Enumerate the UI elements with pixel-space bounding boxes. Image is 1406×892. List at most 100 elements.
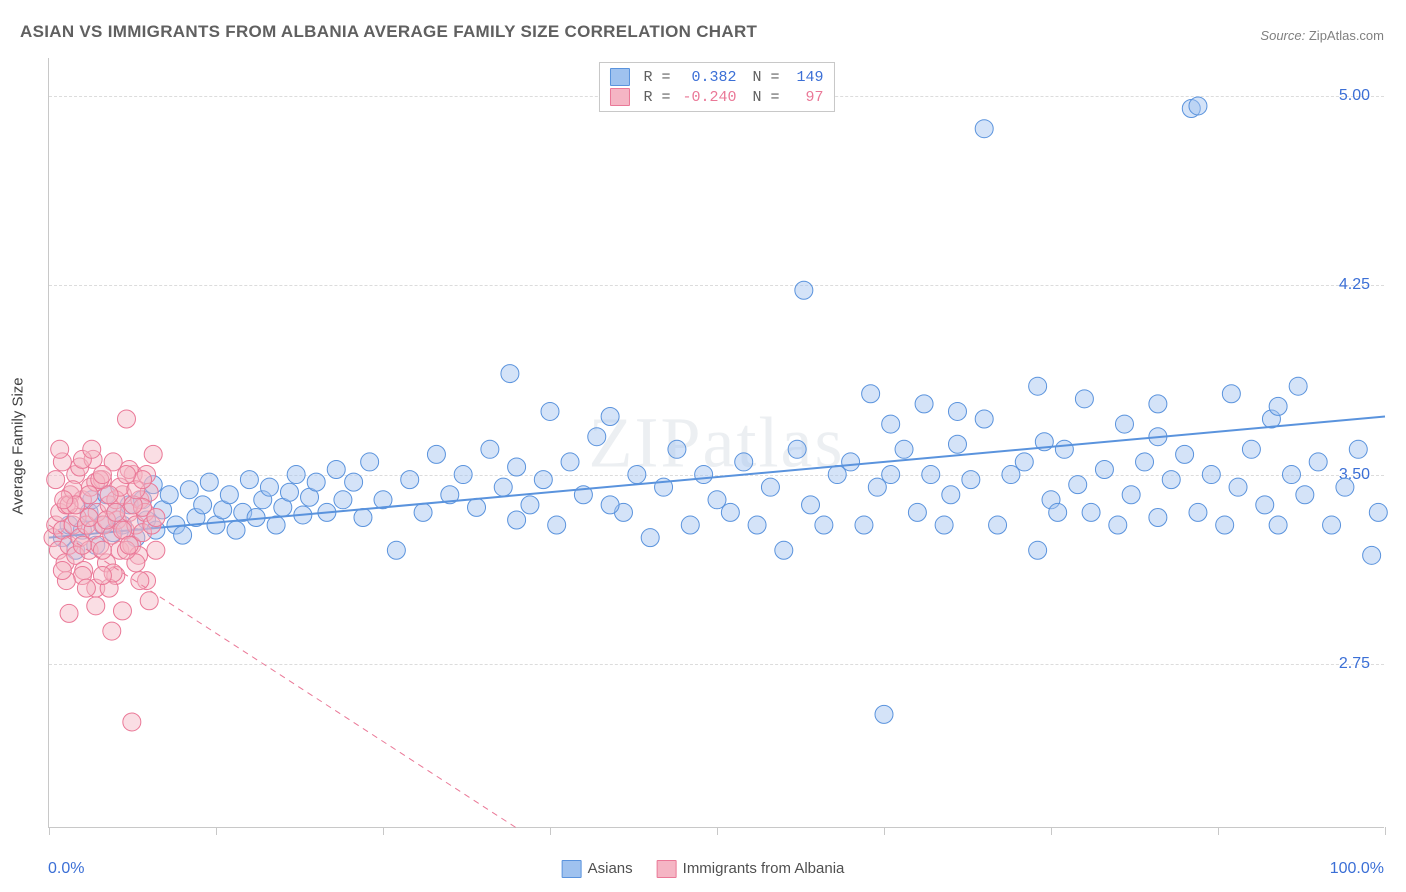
scatter-point: [51, 440, 69, 458]
scatter-point: [494, 478, 512, 496]
scatter-point: [174, 526, 192, 544]
x-tick: [884, 827, 885, 835]
scatter-point: [1349, 440, 1367, 458]
legend-item: Immigrants from Albania: [657, 860, 845, 878]
scatter-point: [882, 466, 900, 484]
scatter-point: [73, 536, 91, 554]
x-tick: [717, 827, 718, 835]
scatter-point: [761, 478, 779, 496]
scatter-point: [113, 602, 131, 620]
scatter-point: [481, 440, 499, 458]
scatter-point: [882, 415, 900, 433]
scatter-point: [240, 471, 258, 489]
scatter-point: [1229, 478, 1247, 496]
stats-row: R =0.382N =149: [609, 67, 823, 87]
scatter-point: [200, 473, 218, 491]
legend-label: Immigrants from Albania: [683, 860, 845, 877]
scatter-point: [1336, 478, 1354, 496]
legend-item: Asians: [562, 860, 633, 878]
scatter-point: [508, 511, 526, 529]
scatter-point: [802, 496, 820, 514]
legend-swatch: [609, 88, 629, 106]
scatter-point: [427, 445, 445, 463]
scatter-point: [1075, 390, 1093, 408]
stat-r-value: 0.382: [679, 69, 737, 86]
scatter-point: [120, 536, 138, 554]
scatter-point: [1029, 377, 1047, 395]
scatter-point: [641, 529, 659, 547]
scatter-point: [180, 481, 198, 499]
scatter-point: [1109, 516, 1127, 534]
scatter-point: [1095, 461, 1113, 479]
x-tick: [49, 827, 50, 835]
scatter-point: [1029, 541, 1047, 559]
scatter-point: [962, 471, 980, 489]
stat-n-label: N =: [753, 69, 780, 86]
scatter-point: [1216, 516, 1234, 534]
scatter-point: [147, 508, 165, 526]
scatter-point: [1162, 471, 1180, 489]
scatter-point: [1149, 508, 1167, 526]
y-axis-label: Average Family Size: [10, 377, 27, 514]
scatter-point: [1189, 97, 1207, 115]
stat-n-label: N =: [753, 89, 780, 106]
scatter-point: [775, 541, 793, 559]
scatter-point: [788, 440, 806, 458]
scatter-point: [1115, 415, 1133, 433]
scatter-point: [1256, 496, 1274, 514]
x-tick: [1385, 827, 1386, 835]
scatter-point: [83, 440, 101, 458]
scatter-point: [1049, 503, 1067, 521]
scatter-point: [508, 458, 526, 476]
scatter-point: [1296, 486, 1314, 504]
scatter-point: [123, 713, 141, 731]
source-attribution: Source: ZipAtlas.com: [1260, 28, 1384, 43]
scatter-point: [227, 521, 245, 539]
scatter-point: [117, 410, 135, 428]
scatter-point: [117, 466, 135, 484]
x-tick: [383, 827, 384, 835]
scatter-point: [220, 486, 238, 504]
scatter-point: [1149, 395, 1167, 413]
scatter-point: [975, 120, 993, 138]
scatter-point: [601, 407, 619, 425]
x-tick: [1051, 827, 1052, 835]
scatter-point: [915, 395, 933, 413]
scatter-point: [975, 410, 993, 428]
scatter-point: [628, 466, 646, 484]
scatter-point: [795, 281, 813, 299]
source-value: ZipAtlas.com: [1309, 28, 1384, 43]
scatter-point: [561, 453, 579, 471]
scatter-point: [267, 516, 285, 534]
scatter-point: [414, 503, 432, 521]
plot-area: ZIPatlas 2.753.504.255.00 R =0.382N =149…: [48, 58, 1384, 828]
scatter-point: [1082, 503, 1100, 521]
scatter-point: [334, 491, 352, 509]
scatter-point: [895, 440, 913, 458]
scatter-point: [534, 471, 552, 489]
scatter-point: [815, 516, 833, 534]
scatter-point: [55, 491, 73, 509]
scatter-point: [668, 440, 686, 458]
legend-label: Asians: [588, 860, 633, 877]
scatter-point: [87, 597, 105, 615]
legend-swatch: [562, 860, 582, 878]
legend-swatch: [657, 860, 677, 878]
scatter-point: [1309, 453, 1327, 471]
scatter-point: [875, 705, 893, 723]
scatter-point: [1269, 516, 1287, 534]
scatter-point: [1189, 503, 1207, 521]
scatter-point: [287, 466, 305, 484]
scatter-point: [1015, 453, 1033, 471]
x-tick: [216, 827, 217, 835]
scatter-point: [1176, 445, 1194, 463]
scatter-point: [588, 428, 606, 446]
scatter-point: [307, 473, 325, 491]
scatter-point: [855, 516, 873, 534]
scatter-point: [721, 503, 739, 521]
scatter-point: [1122, 486, 1140, 504]
scatter-point: [1363, 546, 1381, 564]
stat-r-label: R =: [643, 89, 670, 106]
scatter-point: [1202, 466, 1220, 484]
scatter-point: [862, 385, 880, 403]
